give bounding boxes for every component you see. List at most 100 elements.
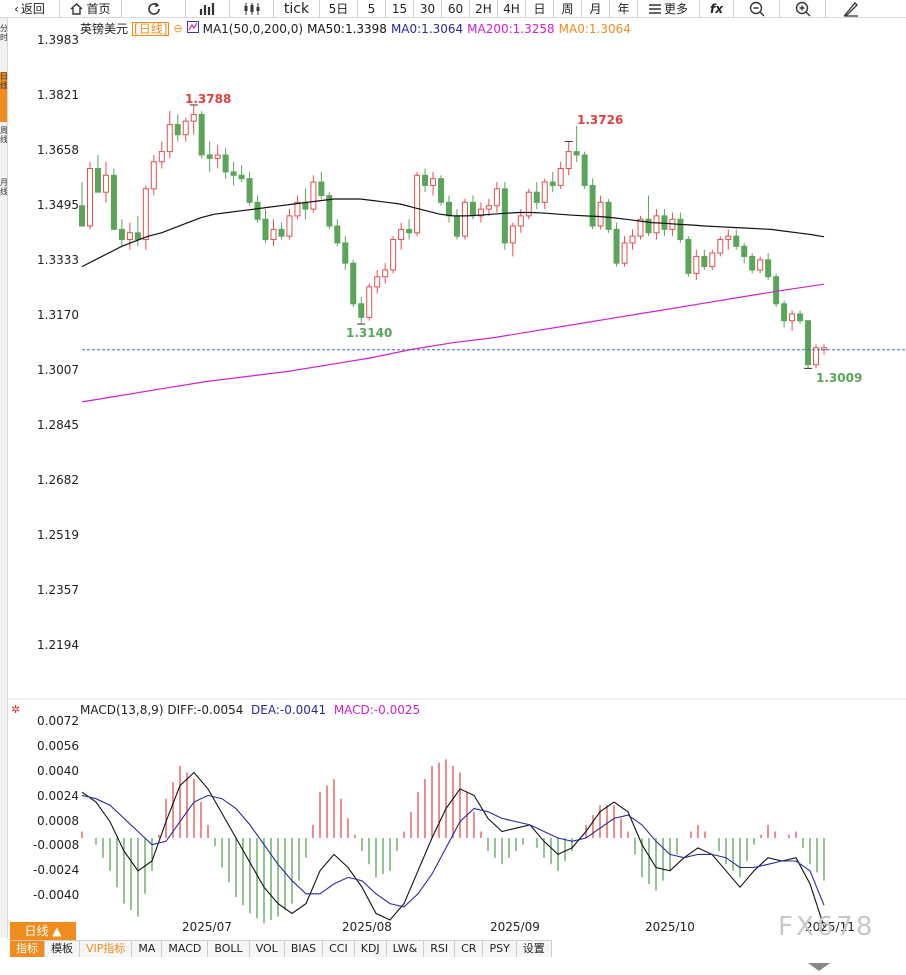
tick-button[interactable]: tick — [274, 0, 320, 17]
left-tab-monthly[interactable]: 月线 — [0, 178, 7, 196]
candle-body — [238, 174, 245, 180]
indicator-tabs: 指标 模板 VIP指标 MA MACD BOLL VOL BIAS CCI KD… — [10, 940, 552, 957]
candle-body — [501, 188, 508, 244]
ma0-value-b: MA0:1.3064 — [558, 21, 631, 36]
scroll-down-icon[interactable] — [808, 956, 830, 971]
y-tick: 1.3333 — [37, 253, 79, 267]
candle-body — [533, 191, 540, 203]
back-icon: ‹ — [14, 1, 19, 16]
chart-type-button[interactable] — [186, 0, 230, 17]
period-4h[interactable]: 4H — [498, 0, 526, 17]
candle-body — [613, 228, 620, 264]
settings-circle-icon[interactable]: ⊖ — [173, 22, 183, 35]
macd-y-tick: 0.0008 — [37, 814, 79, 828]
period-week[interactable]: 周 — [554, 0, 582, 17]
y-tick: 1.2357 — [37, 583, 79, 597]
candle-body — [118, 228, 125, 241]
candle-body — [685, 239, 692, 274]
x-tick: 2025/10 — [645, 920, 695, 934]
macd-y-tick: -0.0008 — [33, 838, 80, 852]
period-5min[interactable]: 5 — [358, 0, 386, 17]
left-tab-intraday[interactable]: 分时 — [0, 24, 7, 42]
tab-rsi[interactable]: RSI — [424, 941, 456, 957]
period-5day[interactable]: 5日 — [320, 0, 358, 17]
period-day[interactable]: 日 — [526, 0, 554, 17]
tab-templates[interactable]: 模板 — [45, 941, 80, 957]
candle-body — [414, 174, 421, 234]
zoom-in-button[interactable] — [780, 0, 826, 17]
candle-body — [110, 174, 117, 230]
candle-body — [781, 303, 788, 322]
macd-y-tick: 0.0040 — [37, 764, 79, 778]
y-tick: 1.2682 — [37, 473, 79, 487]
candle-body — [79, 205, 85, 227]
macd-y-tick: 0.0072 — [37, 714, 79, 728]
y-tick: 1.2845 — [37, 418, 79, 432]
tab-macd[interactable]: MACD — [162, 941, 209, 957]
zoom-out-button[interactable] — [734, 0, 780, 17]
candle-body — [557, 168, 564, 186]
tab-settings[interactable]: 设置 — [516, 941, 552, 957]
period-tag[interactable]: [日线] — [132, 21, 170, 36]
macd-dea: DEA:-0.0041 — [251, 703, 327, 717]
candle-body — [206, 154, 213, 159]
tab-boll[interactable]: BOLL — [208, 941, 250, 957]
candle-body — [469, 201, 476, 217]
period-year[interactable]: 年 — [610, 0, 638, 17]
formula-button[interactable]: fx — [700, 0, 734, 17]
macd-settings-icon[interactable]: ✲ — [11, 703, 21, 716]
macd-y-tick: 0.0024 — [37, 789, 79, 803]
candle-body — [565, 151, 572, 170]
home-button[interactable]: 首页 — [60, 0, 122, 17]
candle-body — [94, 168, 101, 193]
candle-body — [509, 225, 516, 244]
tab-psy[interactable]: PSY — [483, 941, 517, 957]
left-tab-daily[interactable]: 日线 — [0, 72, 7, 122]
period-month[interactable]: 月 — [582, 0, 610, 17]
candle-body — [334, 225, 341, 244]
candle-body — [262, 218, 269, 241]
candle-body — [605, 201, 612, 230]
refresh-button[interactable] — [122, 0, 186, 17]
toolbar: ‹ 返回 首页 tick 5日 5 15 30 60 2H 4H 日 周 月 年… — [0, 0, 906, 18]
candle-body — [406, 228, 413, 234]
tab-cci[interactable]: CCI — [323, 941, 355, 957]
candle-body — [549, 181, 556, 186]
ma50-line — [81, 198, 825, 268]
period-selector-button[interactable]: 日线 ▲ — [10, 922, 76, 940]
tab-ma[interactable]: MA — [132, 941, 163, 957]
candlestick-button[interactable] — [230, 0, 274, 17]
draw-tool-button[interactable] — [826, 0, 876, 17]
ma200-line — [81, 283, 825, 403]
tab-indicators[interactable]: 指标 — [10, 941, 45, 957]
back-button[interactable]: ‹ 返回 — [0, 0, 60, 17]
period-30min[interactable]: 30 — [414, 0, 442, 17]
candle-body — [350, 262, 357, 305]
candle-body — [150, 161, 157, 190]
candle-body — [318, 181, 325, 197]
candle-body — [254, 201, 261, 220]
candle-body — [653, 215, 660, 234]
tab-lwr[interactable]: LW& — [386, 941, 425, 957]
candle-body — [573, 151, 580, 156]
tab-cr[interactable]: CR — [455, 941, 484, 957]
period-60min[interactable]: 60 — [442, 0, 470, 17]
candle-body — [390, 239, 397, 271]
tab-kdj[interactable]: KDJ — [354, 941, 387, 957]
tab-vol[interactable]: VOL — [249, 941, 285, 957]
candle-body — [398, 228, 405, 241]
period-15min[interactable]: 15 — [386, 0, 414, 17]
indicator-icon[interactable] — [186, 21, 199, 36]
tab-vip-indicators[interactable]: VIP指标 — [80, 941, 133, 957]
tab-bias[interactable]: BIAS — [284, 941, 324, 957]
period-2h[interactable]: 2H — [470, 0, 498, 17]
more-button[interactable]: 更多 — [638, 0, 700, 17]
candle-body — [461, 201, 468, 237]
candle-body — [805, 320, 812, 366]
left-tab-weekly[interactable]: 周线 — [0, 126, 7, 144]
candle-body — [246, 178, 253, 203]
y-tick: 1.3658 — [37, 143, 79, 157]
candle-body — [86, 168, 93, 227]
pen-icon — [843, 1, 859, 17]
